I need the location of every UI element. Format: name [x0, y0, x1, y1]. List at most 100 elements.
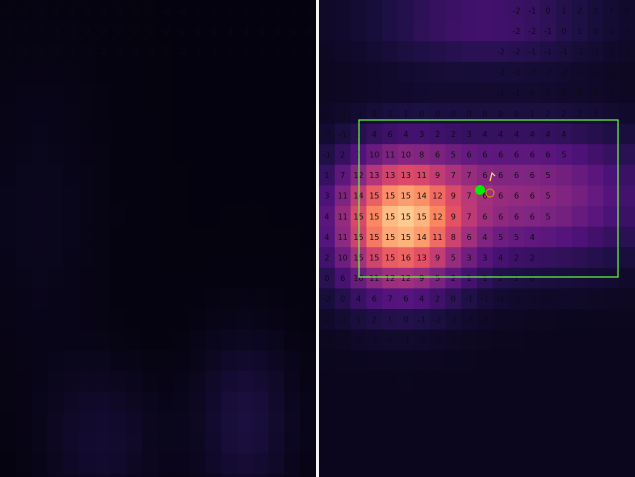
right-cell	[429, 288, 446, 310]
selection-box[interactable]	[358, 119, 619, 278]
left-cell	[189, 473, 206, 477]
left-cell	[31, 20, 48, 42]
right-cell	[477, 473, 494, 477]
left-cell	[0, 391, 17, 413]
right-cell-label: 2	[514, 254, 519, 263]
right-cell-label: 0	[561, 27, 566, 36]
right-cell	[334, 453, 351, 475]
right-cell-label: -2	[544, 295, 552, 304]
right-cell-label: -2	[434, 315, 442, 324]
left-cell	[31, 412, 48, 433]
right-cell	[334, 309, 351, 330]
left-cell	[300, 123, 316, 145]
left-cell	[268, 309, 285, 330]
right-cell	[461, 412, 478, 433]
right-cell	[461, 41, 478, 63]
right-cell-label: -1	[528, 48, 536, 57]
right-cell	[508, 247, 525, 269]
left-cell-label: -2	[146, 6, 154, 15]
right-cell	[413, 288, 430, 310]
right-cell	[524, 267, 541, 289]
right-cell-label: 3	[467, 130, 472, 139]
target-marker[interactable]	[475, 185, 485, 195]
right-cell	[540, 41, 557, 63]
left-cell	[189, 164, 206, 186]
left-cell-label: -2	[162, 27, 170, 36]
right-cell	[556, 247, 573, 269]
right-cell	[319, 391, 336, 413]
right-cell-label: 6	[467, 233, 472, 242]
right-cell	[524, 0, 541, 21]
right-cell	[366, 41, 383, 63]
left-cell-label: -2	[99, 27, 107, 36]
left-cell	[47, 0, 64, 21]
left-cell	[31, 267, 48, 289]
right-cell	[508, 0, 525, 21]
right-cell	[445, 61, 462, 83]
left-cell	[94, 247, 111, 269]
left-cell	[15, 453, 33, 475]
right-cell	[334, 288, 351, 310]
left-cell-label: -2	[241, 48, 249, 57]
right-cell-label: 6	[435, 151, 440, 160]
right-cell	[319, 267, 336, 289]
left-cell	[158, 412, 175, 433]
left-cell-label: -2	[4, 48, 12, 57]
right-cell-label: -2	[323, 109, 331, 118]
left-cell	[142, 206, 159, 227]
right-cell	[398, 144, 415, 166]
left-cell	[189, 329, 206, 351]
left-cell-label: -2	[304, 6, 312, 15]
left-cell	[173, 432, 190, 454]
right-cell-label: 6	[467, 151, 472, 160]
left-cell	[63, 82, 80, 104]
right-cell-label: 2	[451, 130, 456, 139]
left-cell	[142, 61, 159, 83]
right-cell	[445, 226, 462, 248]
right-cell-label: -1	[513, 295, 521, 304]
right-cell	[556, 123, 573, 145]
right-cell	[334, 144, 351, 166]
left-cell	[173, 247, 190, 269]
right-cell	[429, 82, 446, 104]
right-cell	[492, 144, 509, 166]
left-cell	[189, 41, 206, 63]
left-cell	[158, 309, 175, 330]
left-cell	[300, 247, 316, 269]
right-cell-label: -2	[339, 336, 347, 345]
left-cell-label: -2	[273, 48, 281, 57]
right-cell-label: 0	[530, 89, 535, 98]
left-cell	[173, 185, 190, 207]
right-cell	[571, 185, 588, 207]
left-cell	[142, 350, 159, 372]
right-cell	[587, 61, 604, 83]
left-cell	[79, 473, 96, 477]
right-cell-label: -1	[370, 336, 378, 345]
right-cell-label: 15	[417, 212, 427, 221]
right-cell	[556, 61, 573, 83]
right-cell	[461, 473, 478, 477]
left-cell	[142, 247, 159, 269]
right-cell	[492, 288, 509, 310]
right-cell	[334, 350, 351, 372]
left-cell	[221, 247, 238, 269]
right-cell	[571, 473, 588, 477]
left-cell	[268, 144, 285, 166]
right-cell-label: 10	[353, 274, 363, 283]
left-cell	[300, 20, 316, 42]
left-cell	[158, 144, 175, 166]
right-cell-label: -1	[623, 48, 631, 57]
left-cell	[79, 144, 96, 166]
left-cell	[142, 329, 159, 351]
right-cell-label: 6	[546, 151, 551, 160]
right-cell	[366, 391, 383, 413]
right-cell	[492, 309, 509, 330]
right-cell	[619, 267, 635, 289]
left-cell-label: -2	[83, 48, 91, 57]
left-cell	[15, 123, 33, 145]
left-cell	[205, 103, 222, 124]
left-cell	[63, 432, 80, 454]
left-cell	[300, 206, 316, 227]
right-cell	[524, 20, 541, 42]
right-cell-label: -2	[576, 68, 584, 77]
